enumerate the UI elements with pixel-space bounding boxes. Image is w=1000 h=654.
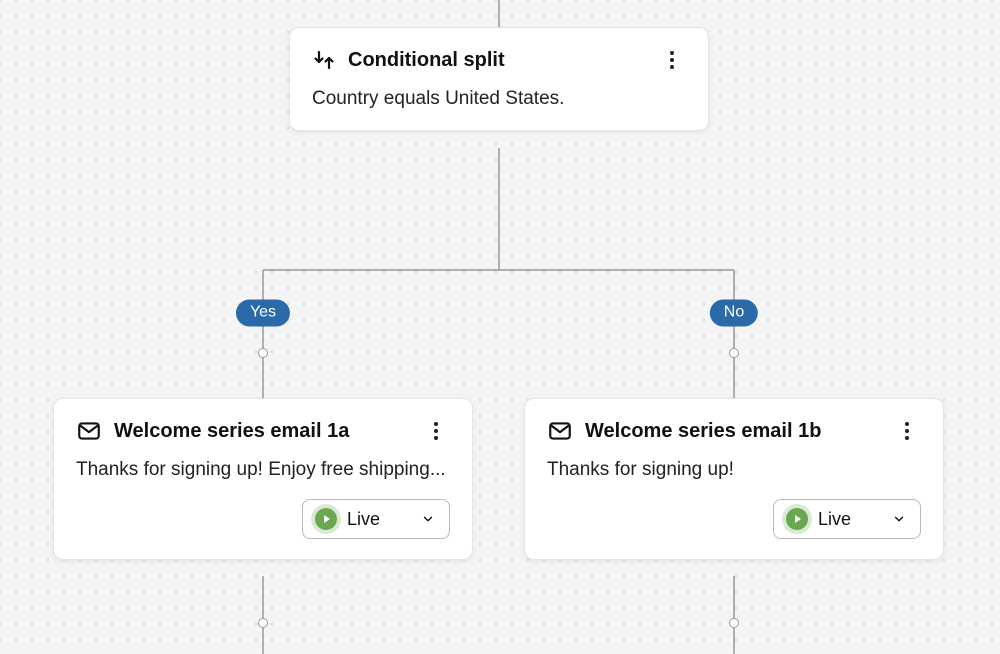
- mail-icon: [76, 418, 102, 444]
- node-footer: Live: [547, 499, 921, 539]
- node-header: Welcome series email 1b: [547, 417, 921, 445]
- node-title: Conditional split: [348, 49, 505, 72]
- node-description: Country equals United States.: [312, 88, 686, 110]
- port: [258, 348, 268, 358]
- branch-pill-yes: Yes: [236, 300, 290, 327]
- play-status-icon: [786, 508, 808, 530]
- port: [729, 618, 739, 628]
- node-description: Thanks for signing up! Enjoy free shippi…: [76, 459, 450, 481]
- more-menu-button[interactable]: [893, 417, 921, 445]
- port: [729, 348, 739, 358]
- chevron-down-icon: [421, 512, 435, 526]
- status-select[interactable]: Live: [302, 499, 450, 539]
- node-title: Welcome series email 1b: [585, 420, 821, 443]
- port: [258, 618, 268, 628]
- node-title: Welcome series email 1a: [114, 420, 349, 443]
- node-email-1a[interactable]: Welcome series email 1a Thanks for signi…: [53, 398, 473, 560]
- flow-canvas[interactable]: Yes No Conditional split Country equals …: [0, 0, 1000, 654]
- status-label: Live: [818, 509, 882, 530]
- chevron-down-icon: [892, 512, 906, 526]
- node-footer: Live: [76, 499, 450, 539]
- mail-icon: [547, 418, 573, 444]
- status-label: Live: [347, 509, 411, 530]
- status-select[interactable]: Live: [773, 499, 921, 539]
- node-description: Thanks for signing up!: [547, 459, 921, 481]
- branch-pill-no: No: [710, 300, 758, 327]
- play-status-icon: [315, 508, 337, 530]
- node-conditional-split[interactable]: Conditional split Country equals United …: [289, 27, 709, 131]
- node-header: Conditional split: [312, 46, 686, 74]
- node-header: Welcome series email 1a: [76, 417, 450, 445]
- more-menu-button[interactable]: [658, 46, 686, 74]
- more-menu-button[interactable]: [422, 417, 450, 445]
- split-icon: [312, 48, 336, 72]
- node-email-1b[interactable]: Welcome series email 1b Thanks for signi…: [524, 398, 944, 560]
